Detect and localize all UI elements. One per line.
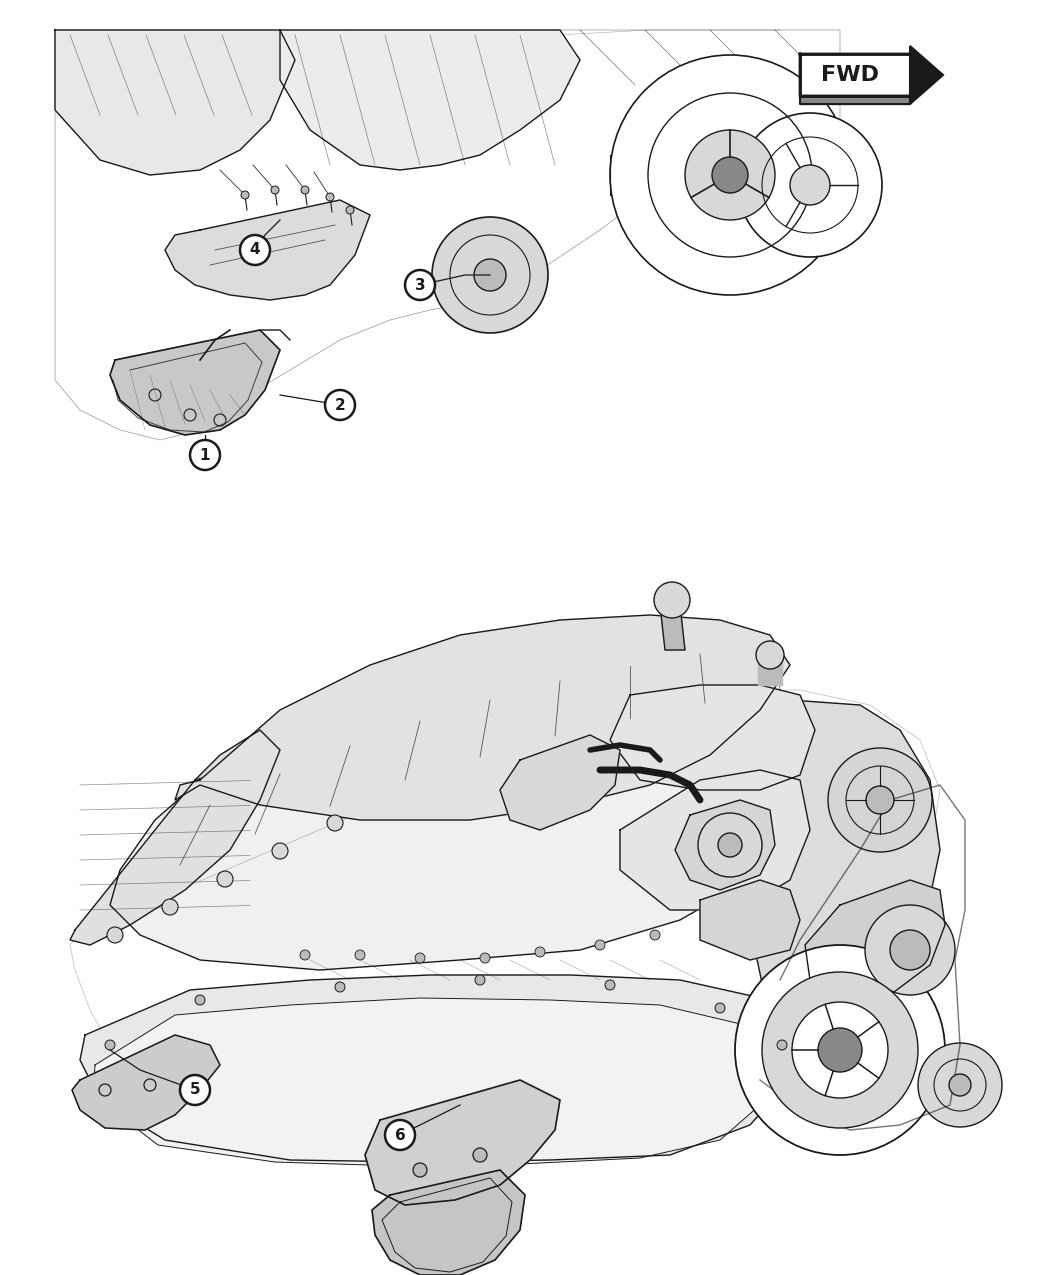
Polygon shape [55,31,295,175]
Circle shape [432,217,548,333]
Polygon shape [110,700,770,970]
Polygon shape [110,330,280,435]
Circle shape [300,950,310,960]
Text: 1: 1 [200,448,210,463]
Circle shape [738,113,882,258]
Text: 6: 6 [395,1127,405,1142]
Text: FWD: FWD [821,65,879,85]
Polygon shape [165,200,370,300]
Circle shape [480,952,490,963]
Polygon shape [755,700,940,1040]
Circle shape [792,1002,888,1098]
Polygon shape [660,606,685,650]
Polygon shape [620,770,810,910]
Circle shape [698,813,762,877]
Circle shape [107,927,123,944]
Circle shape [335,982,345,992]
Circle shape [326,390,355,419]
Circle shape [195,994,205,1005]
Circle shape [415,952,425,963]
Circle shape [475,975,485,986]
Text: 3: 3 [415,278,425,292]
Circle shape [474,259,506,291]
Circle shape [918,1043,1002,1127]
Circle shape [790,164,830,205]
Polygon shape [800,96,910,105]
Circle shape [190,440,220,470]
Polygon shape [372,1170,525,1275]
Circle shape [756,641,784,669]
Circle shape [217,871,233,887]
Circle shape [865,905,956,995]
Circle shape [828,748,932,852]
Circle shape [735,945,945,1155]
Polygon shape [758,655,782,685]
Polygon shape [610,685,815,790]
Polygon shape [93,998,775,1167]
Polygon shape [70,690,940,1160]
Polygon shape [805,880,945,1000]
Circle shape [712,157,748,193]
Polygon shape [80,975,800,1162]
Circle shape [180,1075,210,1105]
Polygon shape [800,54,938,96]
Text: 4: 4 [250,242,260,258]
Circle shape [405,270,435,300]
Circle shape [650,929,660,940]
Circle shape [346,207,354,214]
Circle shape [242,191,249,199]
Circle shape [595,940,605,950]
Circle shape [949,1074,971,1096]
Circle shape [654,581,690,618]
Polygon shape [675,799,775,890]
Circle shape [272,843,288,859]
Text: 2: 2 [335,398,345,413]
Circle shape [536,947,545,958]
Polygon shape [365,1080,560,1205]
Circle shape [762,972,918,1128]
Circle shape [605,980,615,989]
Circle shape [890,929,930,970]
Circle shape [610,55,850,295]
Circle shape [326,193,334,201]
Circle shape [718,833,742,857]
Circle shape [385,1119,415,1150]
Circle shape [413,1163,427,1177]
Circle shape [866,785,894,813]
Circle shape [777,1040,788,1051]
Circle shape [355,950,365,960]
Circle shape [685,130,775,221]
Polygon shape [910,46,943,105]
Circle shape [105,1040,116,1051]
Circle shape [240,235,270,265]
Circle shape [818,1028,862,1072]
Circle shape [472,1148,487,1162]
Circle shape [301,186,309,194]
Polygon shape [700,880,800,960]
Circle shape [327,815,343,831]
Circle shape [370,1160,390,1179]
Circle shape [271,186,279,194]
Bar [800,54,910,96]
Polygon shape [55,31,840,440]
Circle shape [162,899,178,915]
Circle shape [715,1003,724,1014]
Polygon shape [175,615,790,820]
Text: 5: 5 [190,1082,201,1098]
Polygon shape [72,1035,220,1130]
Polygon shape [500,734,620,830]
Polygon shape [70,731,280,945]
Polygon shape [280,31,580,170]
